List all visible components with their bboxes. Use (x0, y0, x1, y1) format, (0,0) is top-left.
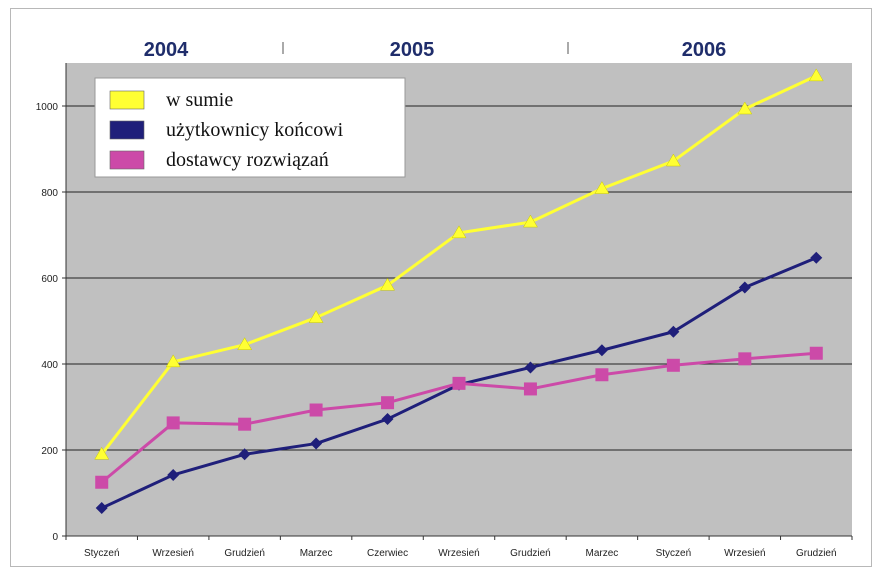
x-tick-label: Czerwiec (367, 548, 408, 559)
data-point (810, 251, 823, 264)
data-point (95, 475, 109, 489)
data-point (166, 416, 180, 430)
data-point (738, 352, 752, 366)
x-tick-label: Wrzesień (152, 548, 194, 559)
data-point (238, 417, 252, 431)
year-labels: 2004 2005 2006 (144, 39, 727, 61)
x-tick-label: Grudzień (510, 548, 551, 559)
data-point (452, 376, 466, 390)
data-point (381, 413, 394, 426)
data-point (523, 214, 538, 228)
year-label: 2004 (144, 39, 189, 61)
year-label: 2006 (682, 39, 727, 61)
year-label: 2005 (390, 39, 435, 61)
y-tick-label: 200 (41, 446, 58, 457)
data-point (380, 277, 395, 291)
y-tick-labels: 0 200 400 600 800 1000 (36, 102, 59, 543)
y-tick-label: 800 (41, 188, 58, 199)
y-tick-label: 1000 (36, 102, 59, 113)
data-point (666, 358, 680, 372)
data-point (665, 153, 681, 167)
data-point (238, 448, 251, 461)
x-tick-label: Styczeń (656, 548, 692, 559)
data-point (308, 310, 324, 323)
x-tick-label: Wrzesień (724, 548, 766, 559)
data-point (381, 396, 395, 410)
data-point (451, 225, 467, 239)
x-tick-label: Wrzesień (438, 548, 480, 559)
axes (62, 63, 853, 540)
data-point (595, 368, 609, 382)
legend-swatch (109, 120, 145, 140)
data-point (667, 325, 680, 338)
legend-swatch (109, 150, 145, 170)
x-tick-labels: Styczeń Wrzesień Grudzień Marzec Czerwiec Wrz… (84, 548, 837, 559)
legend-box (94, 77, 406, 178)
data-point (167, 468, 180, 481)
data-point (165, 354, 181, 368)
x-tick-label: Marzec (586, 548, 619, 559)
data-point (594, 181, 610, 194)
data-point (737, 101, 753, 115)
series-lines (94, 68, 824, 515)
data-point (237, 337, 253, 350)
legend-label: w sumie (166, 89, 233, 111)
data-point (809, 346, 823, 360)
x-tick-label: Styczeń (84, 548, 120, 559)
y-tick-label: 600 (41, 274, 58, 285)
y-tick-label: 0 (52, 532, 58, 543)
data-point (524, 361, 537, 374)
data-point (523, 382, 537, 396)
legend: w sumie użytkownicy końcowi dostawcy rozwi… (94, 77, 406, 178)
data-point (94, 446, 110, 460)
x-tick-label: Marzec (300, 548, 333, 559)
x-tick-label: Grudzień (796, 548, 837, 559)
data-point (595, 344, 608, 357)
data-point (310, 437, 323, 450)
x-tick-label: Grudzień (224, 548, 265, 559)
legend-label: użytkownicy końcowi (166, 119, 344, 141)
data-point (738, 281, 751, 294)
data-point (95, 502, 108, 515)
data-point (309, 403, 323, 417)
legend-swatch (109, 90, 145, 110)
legend-label: dostawcy rozwiązań (166, 149, 329, 171)
data-point (808, 68, 824, 82)
y-tick-label: 400 (41, 360, 58, 371)
